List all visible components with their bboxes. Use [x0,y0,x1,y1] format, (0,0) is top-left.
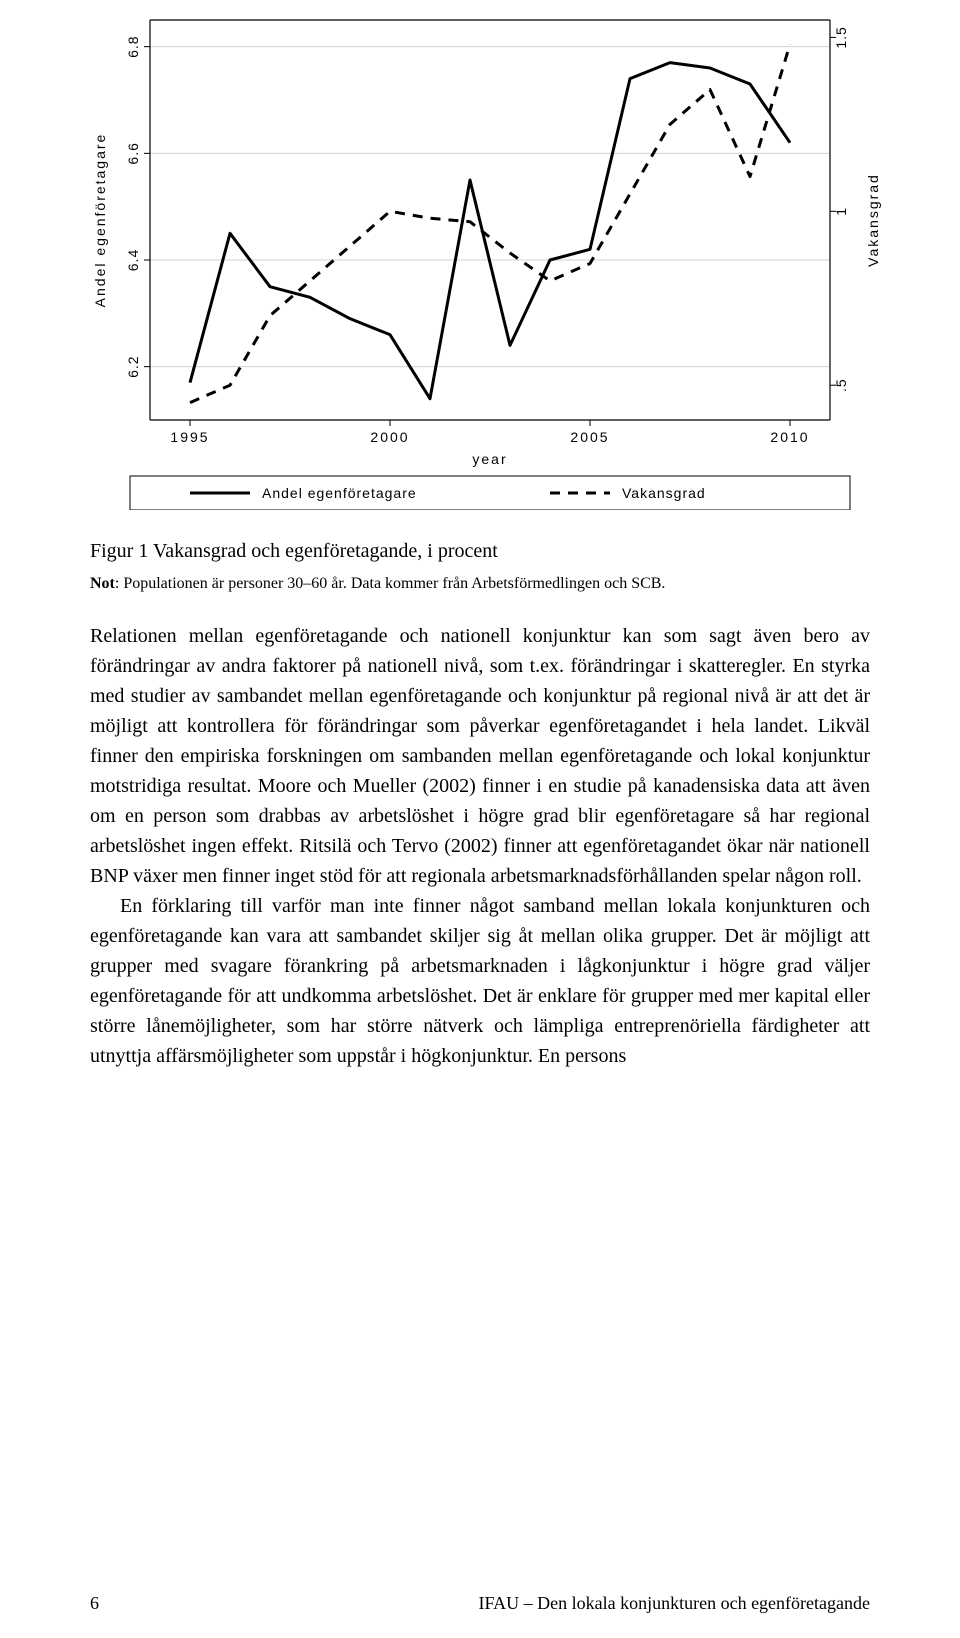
note-text: : Populationen är personer 30–60 år. Dat… [115,575,666,592]
figure-chart: 1995 2000 2005 2010 year 6.2 6.4 6.6 6.8 Andel eg… [60,10,900,510]
svg-text:2005: 2005 [570,429,609,445]
svg-text:.5: .5 [833,378,849,392]
svg-text:Vakansgrad: Vakansgrad [865,173,881,267]
running-head: IFAU – Den lokala konjunkturen och egenf… [478,1593,870,1614]
svg-text:2010: 2010 [770,429,809,445]
svg-text:6.4: 6.4 [125,249,141,271]
svg-text:6.2: 6.2 [125,355,141,377]
svg-text:Andel egenföretagare: Andel egenföretagare [92,133,108,308]
svg-text:year: year [472,451,507,467]
line-chart-svg: 1995 2000 2005 2010 year 6.2 6.4 6.6 6.8 Andel eg… [60,10,900,510]
svg-text:Andel egenföretagare: Andel egenföretagare [262,485,417,501]
svg-text:1: 1 [833,207,849,216]
page-number: 6 [90,1593,99,1614]
svg-text:6.8: 6.8 [125,35,141,57]
svg-text:Vakansgrad: Vakansgrad [622,485,706,501]
paragraph-2: En förklaring till varför man inte finne… [90,891,870,1071]
svg-text:6.6: 6.6 [125,142,141,164]
note-label: Not [90,575,115,592]
figure-note: Not: Populationen är personer 30–60 år. … [90,575,870,593]
body-text: Relationen mellan egenföretagande och na… [90,621,870,1071]
svg-text:1.5: 1.5 [833,26,849,48]
paragraph-1: Relationen mellan egenföretagande och na… [90,621,870,891]
svg-text:2000: 2000 [370,429,409,445]
svg-text:1995: 1995 [170,429,209,445]
page-footer: 6 IFAU – Den lokala konjunkturen och ege… [90,1593,870,1614]
figure-caption: Figur 1 Vakansgrad och egenföretagande, … [90,540,870,563]
